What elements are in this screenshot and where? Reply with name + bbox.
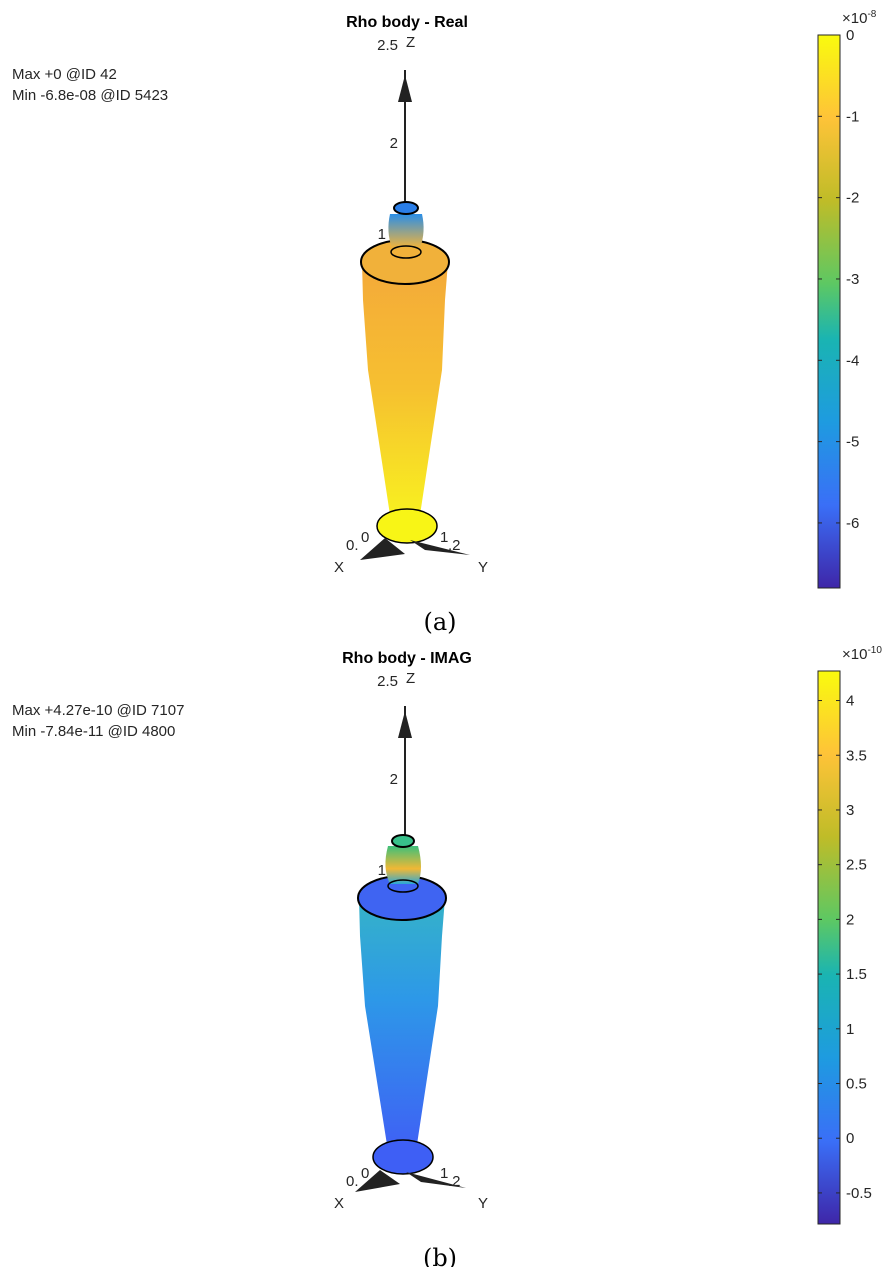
colorbar-tick-label: 0.5 xyxy=(846,1076,867,1093)
axis-label: X xyxy=(334,1195,344,1212)
z-tick-label: 1 xyxy=(378,226,386,243)
z-tick-label: 2 xyxy=(390,771,398,788)
colorbar xyxy=(818,671,840,1224)
stat-text: Min -6.8e-08 @ID 5423 xyxy=(12,87,168,104)
y-tick-label: .2 xyxy=(448,537,461,554)
z-tick-label: 1 xyxy=(378,862,386,879)
colorbar-tick-label: 2.5 xyxy=(846,857,867,874)
colorbar-tick-label: -4 xyxy=(846,352,859,369)
axis-label: Z xyxy=(406,34,415,51)
colorbar-tick-label: -5 xyxy=(846,434,859,451)
exponent: -8 xyxy=(867,9,876,20)
colorbar-tick-label: 4 xyxy=(846,693,854,710)
colorbar-tick-label: 0 xyxy=(846,27,854,44)
x-tick-label: 0 xyxy=(361,1165,369,1182)
panel-title: Rho body - IMAG xyxy=(342,650,472,667)
colorbar-tick-label: -6 xyxy=(846,515,859,532)
caption: (b) xyxy=(423,1244,457,1267)
panel-title: Rho body - Real xyxy=(346,14,468,31)
body-render xyxy=(355,706,466,1192)
stat-text: Max +0 @ID 42 xyxy=(12,66,117,83)
z-tick-label: 2.5 xyxy=(377,673,398,690)
colorbar-tick-label: -1 xyxy=(846,108,859,125)
axis-label: Y xyxy=(478,1195,488,1212)
colorbar-tick-label: 2 xyxy=(846,911,854,928)
colorbar-tick-label: 1 xyxy=(846,1021,854,1038)
z-tick-label: 2 xyxy=(390,135,398,152)
colorbar-tick-label: 0 xyxy=(846,1130,854,1147)
colorbar-tick-label: 3.5 xyxy=(846,747,867,764)
axis-label: Y xyxy=(478,559,488,576)
axis-label: Z xyxy=(406,670,415,687)
colorbar-exponent: ×10-8 xyxy=(842,9,877,27)
colorbar-tick-label: 1.5 xyxy=(846,966,867,983)
multiplier: ×10 xyxy=(842,646,867,663)
figure: Rho body - Real Max +0 @ID 42 Min -6.8e-08… xyxy=(0,0,887,1267)
axis-label: X xyxy=(334,559,344,576)
z-tick-label: 2.5 xyxy=(377,37,398,54)
x-tick-label: 0. xyxy=(346,537,359,554)
colorbar-exponent: ×10-10 xyxy=(842,645,882,663)
x-tick-label: 0. xyxy=(346,1173,359,1190)
colorbar-tick-label: 3 xyxy=(846,802,854,819)
x-tick-label: 0 xyxy=(361,529,369,546)
stat-text: Min -7.84e-11 @ID 4800 xyxy=(12,723,175,740)
exponent: -10 xyxy=(867,645,882,656)
colorbar xyxy=(818,35,840,588)
colorbar-tick-label: -2 xyxy=(846,190,859,207)
caption: (a) xyxy=(423,608,456,636)
stat-text: Max +4.27e-10 @ID 7107 xyxy=(12,702,184,719)
colorbar-tick-label: -0.5 xyxy=(846,1185,872,1202)
multiplier: ×10 xyxy=(842,10,867,27)
body-render xyxy=(360,70,470,560)
y-tick-label: .2 xyxy=(448,1173,461,1190)
colorbar-tick-label: -3 xyxy=(846,271,859,288)
